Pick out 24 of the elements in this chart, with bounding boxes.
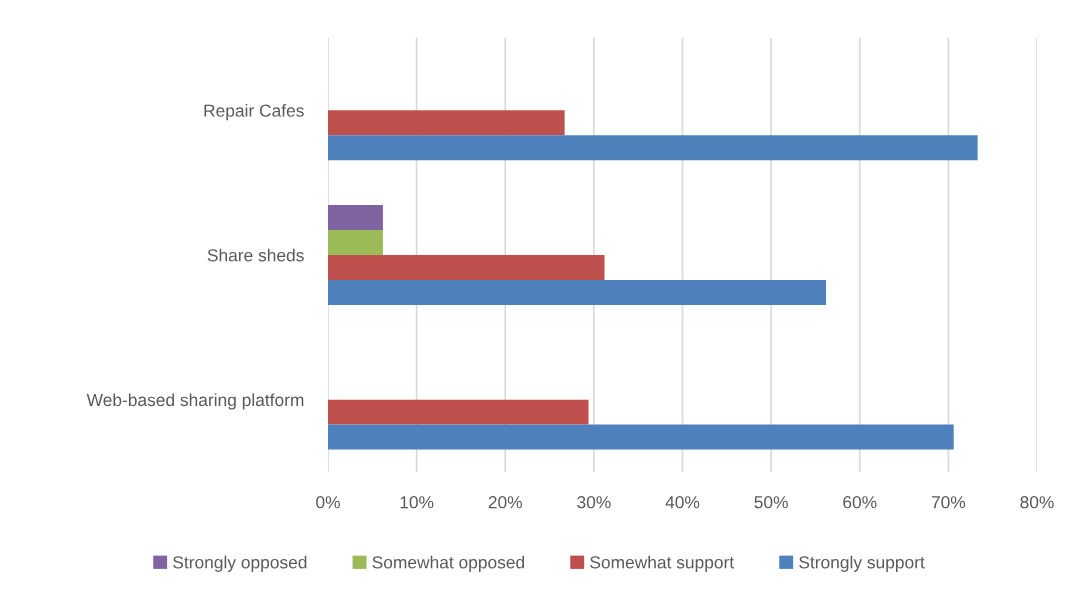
y-tick-label: Web-based sharing platform [86,393,304,410]
bar [328,255,605,280]
bar [328,110,565,136]
x-tick-label: 50% [754,496,788,509]
y-tick-label: Share sheds [207,248,304,262]
x-tick-label: 20% [488,496,523,509]
x-tick-label: 10% [400,496,434,509]
x-tick-label: 40% [665,496,700,509]
x-tick-label: 80% [1020,496,1054,509]
legend-label: Somewhat opposed [372,555,525,572]
y-tick-label: Repair Cafes [204,104,304,121]
legend-label: Somewhat support [590,555,734,572]
bar [328,230,383,255]
legend-label: Strongly support [799,555,925,572]
bar [328,424,954,450]
bar [328,205,383,231]
bar [328,399,589,425]
bar [328,135,978,161]
legend-label: Strongly opposed [173,555,307,572]
bar [328,279,827,305]
x-tick-label: 60% [843,496,877,509]
x-tick-label: 70% [931,496,966,509]
x-tick-label: 30% [577,496,611,509]
x-tick-label: 0% [316,496,340,509]
